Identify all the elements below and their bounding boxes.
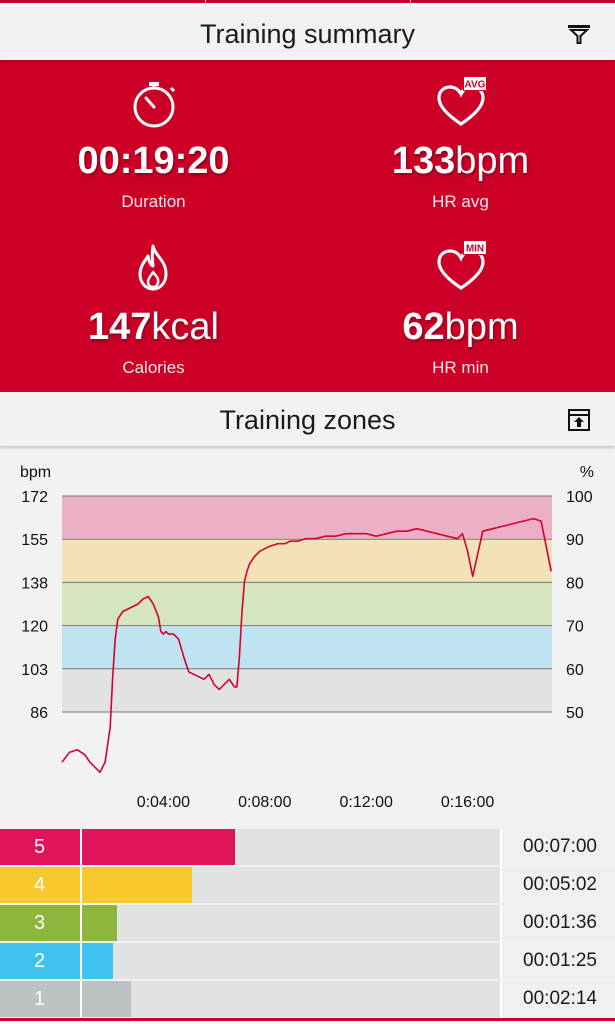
zone-number: 2 xyxy=(0,943,80,979)
y-tick-label-right: 60 xyxy=(566,662,584,679)
x-tick-label: 0:12:00 xyxy=(339,794,392,811)
stopwatch-icon xyxy=(126,76,182,132)
y-axis-label-left: bpm xyxy=(20,464,51,481)
zone-band-4 xyxy=(62,538,552,582)
zone-band-2 xyxy=(62,626,552,670)
zone-bar-track xyxy=(82,867,500,903)
zone-band-1 xyxy=(62,669,552,712)
zone-number: 4 xyxy=(0,867,80,903)
y-axis-label-right: % xyxy=(580,464,594,481)
hr-avg-badge: AVG xyxy=(465,80,486,91)
y-tick-label-right: 100 xyxy=(566,489,593,506)
y-tick-label-left: 138 xyxy=(21,575,48,592)
y-tick-label-right: 70 xyxy=(566,619,584,636)
zone-band-3 xyxy=(62,581,552,627)
zone-time: 00:01:25 xyxy=(502,943,615,979)
heart-rate-chart: bpm % 172 100 155 90 138 80 120 70 103 60 86 50 0:0… xyxy=(0,452,615,824)
zone-bar-fill xyxy=(82,981,131,1017)
heart-avg-icon: AVG xyxy=(433,76,489,132)
zone-number: 1 xyxy=(0,981,80,1017)
hr-min-value: 62bpm xyxy=(402,306,519,348)
training-summary-panel: 00:19:20 Duration AVG 133bpm HR avg 147k… xyxy=(0,60,615,392)
x-tick-label: 0:08:00 xyxy=(238,794,291,811)
stat-calories: 147kcal Calories xyxy=(0,226,307,392)
zones-header: Training zones xyxy=(0,394,615,446)
y-tick-label-left: 103 xyxy=(21,662,48,679)
y-tick-label-left: 120 xyxy=(21,619,48,636)
zone-time: 00:02:14 xyxy=(502,981,615,1017)
y-tick-label-left: 172 xyxy=(21,489,48,506)
stat-hr-min: MIN 62bpm HR min xyxy=(307,226,614,392)
zone-time: 00:01:36 xyxy=(502,905,615,941)
zone-bar-track xyxy=(82,905,500,941)
hr-avg-value: 133bpm xyxy=(391,140,530,182)
stat-hr-avg: AVG 133bpm HR avg xyxy=(307,60,614,226)
zones-title: Training zones xyxy=(219,404,396,435)
zone-bar-fill xyxy=(82,867,192,903)
duration-label: Duration xyxy=(121,192,186,211)
zone-bar-track xyxy=(82,829,500,865)
zone-time: 00:05:02 xyxy=(502,867,615,903)
y-tick-label-left: 86 xyxy=(30,705,48,722)
zone-bar-fill xyxy=(82,943,113,979)
duration-value: 00:19:20 xyxy=(77,140,230,182)
hr-min-label: HR min xyxy=(432,358,489,377)
flame-icon xyxy=(126,240,182,296)
zone-band-5 xyxy=(62,496,552,539)
zone-row-3: 3 00:01:36 xyxy=(0,905,615,941)
zone-number: 3 xyxy=(0,905,80,941)
x-tick-label: 0:04:00 xyxy=(137,794,190,811)
zone-bar-track xyxy=(82,943,500,979)
filter-icon[interactable] xyxy=(567,22,591,46)
zone-row-2: 2 00:01:25 xyxy=(0,943,615,979)
zone-bar-fill xyxy=(82,829,235,865)
zone-time-list: 5 00:07:00 4 00:05:02 3 00:01:36 2 00:01:25 1 00:… xyxy=(0,829,615,1019)
y-tick-label-left: 155 xyxy=(21,532,48,549)
stat-duration: 00:19:20 Duration xyxy=(0,60,307,226)
calories-label: Calories xyxy=(122,358,185,377)
y-tick-label-right: 50 xyxy=(566,705,584,722)
heart-min-icon: MIN xyxy=(433,240,489,296)
y-tick-label-right: 80 xyxy=(566,575,584,592)
heart-rate-chart-svg: bpm % 172 100 155 90 138 80 120 70 103 60 86 50 0:0… xyxy=(20,464,594,811)
zone-time: 00:07:00 xyxy=(502,829,615,865)
calories-value: 147kcal xyxy=(88,306,219,348)
zone-row-4: 4 00:05:02 xyxy=(0,867,615,903)
y-tick-label-right: 90 xyxy=(566,532,584,549)
zone-bar-fill xyxy=(82,905,118,941)
bottom-edge xyxy=(0,1018,615,1024)
summary-header: Training summary xyxy=(0,8,615,60)
hr-avg-label: HR avg xyxy=(432,192,489,211)
zone-bar-track xyxy=(82,981,500,1017)
hr-series-line xyxy=(61,517,552,774)
zone-row-1: 1 00:02:14 xyxy=(0,981,615,1017)
summary-title: Training summary xyxy=(199,18,416,49)
top-tab-strip xyxy=(0,0,615,6)
hr-min-badge: MIN xyxy=(466,244,484,255)
zone-number: 5 xyxy=(0,829,80,865)
x-tick-label: 0:16:00 xyxy=(441,794,494,811)
zone-row-5: 5 00:07:00 xyxy=(0,829,615,865)
export-icon[interactable] xyxy=(567,408,591,432)
